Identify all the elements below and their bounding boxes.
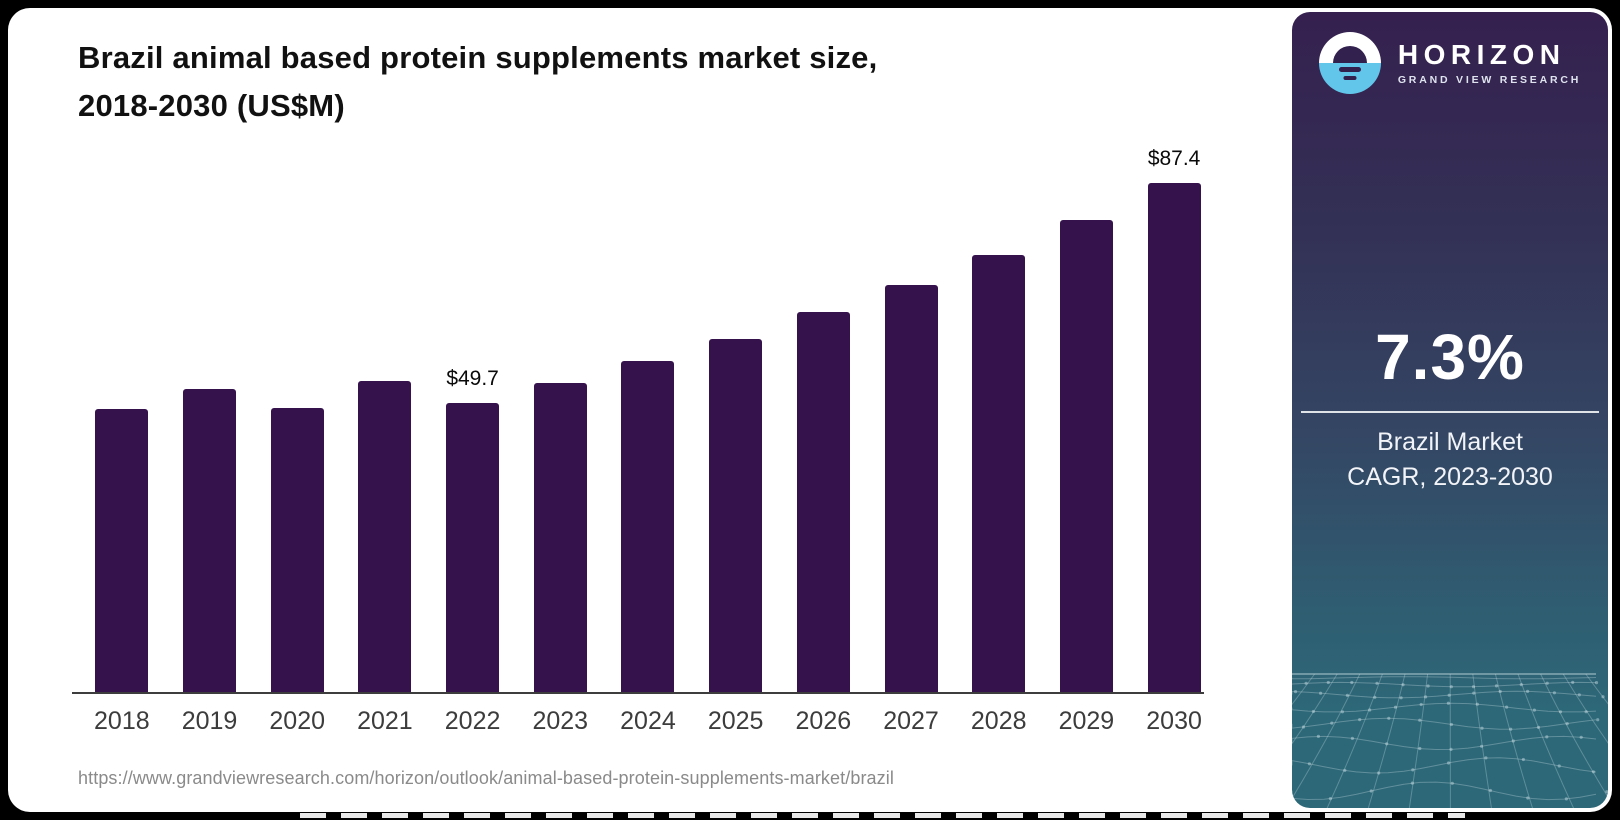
bar-column-2023: 2023: [516, 168, 604, 735]
bar-column-2025: 2025: [692, 168, 780, 735]
chart-title-line1: Brazil animal based protein supplements …: [78, 40, 878, 75]
sun-horizon-icon: [1318, 32, 1381, 94]
x-tick-2030: 2030: [1146, 707, 1202, 735]
bar-2022: [446, 403, 500, 693]
cagr-block: 7.3%: [1292, 320, 1608, 394]
value-label-2022: $49.7: [446, 366, 499, 390]
x-tick-2026: 2026: [795, 707, 852, 735]
bar-2030: [1147, 183, 1201, 693]
source-url: https://www.grandviewresearch.com/horizo…: [78, 768, 894, 788]
x-axis-line: [72, 692, 1204, 694]
bar-2026: [796, 312, 850, 693]
brand-subtitle: GRAND VIEW RESEARCH: [1397, 74, 1582, 86]
bar-2020: [270, 408, 324, 693]
bar-column-2021: 2021: [341, 168, 429, 735]
bar-column-2029: 2029: [1043, 168, 1131, 735]
bar-column-2020: 2020: [253, 168, 341, 735]
x-tick-2023: 2023: [532, 707, 589, 735]
value-label-2030: $87.4: [1147, 146, 1201, 170]
x-tick-2019: 2019: [181, 707, 238, 735]
bar-2027: [884, 285, 938, 693]
x-tick-2028: 2028: [970, 707, 1027, 735]
sidebar-panel: HORIZON GRAND VIEW RESEARCH 7.3% Brazil …: [1292, 12, 1608, 808]
x-tick-2018: 2018: [94, 707, 150, 735]
mesh-pattern: [1292, 673, 1608, 808]
x-tick-2024: 2024: [620, 707, 676, 735]
bottom-dashes-decoration: [300, 813, 1465, 818]
bar-column-2018: 2018: [78, 168, 166, 735]
x-tick-2025: 2025: [707, 707, 764, 735]
horizon-logo: HORIZON GRAND VIEW RESEARCH: [1292, 32, 1608, 94]
bar-2021: [358, 381, 412, 693]
x-tick-2027: 2027: [883, 707, 939, 735]
cagr-label-line2: CAGR, 2023-2030: [1347, 463, 1553, 491]
cagr-label-line1: Brazil Market: [1377, 428, 1523, 456]
brand-name: HORIZON: [1397, 39, 1566, 70]
bar-column-2026: 2026: [780, 168, 868, 735]
chart-title-line2: 2018-2030 (US$M): [78, 88, 345, 123]
x-tick-2021: 2021: [357, 707, 413, 735]
chart-title: Brazil animal based protein supplements …: [78, 34, 1098, 130]
bar-2018: [95, 409, 149, 693]
bar-chart: 2018 2019 2020 2021 $49.7 2022 2023 2024 2025 202…: [78, 147, 1218, 735]
x-tick-2029: 2029: [1058, 707, 1115, 735]
x-tick-2022: 2022: [444, 707, 501, 735]
bar-column-2028: 2028: [955, 168, 1043, 735]
bar-2024: [621, 361, 675, 693]
bar-column-2022: $49.7 2022: [429, 168, 517, 735]
cagr-value: 7.3%: [1375, 321, 1525, 393]
logo-wordmark: HORIZON GRAND VIEW RESEARCH: [1397, 39, 1582, 87]
cagr-label: Brazil Market CAGR, 2023-2030: [1292, 425, 1608, 495]
bar-column-2024: 2024: [604, 168, 692, 735]
cagr-divider: [1301, 411, 1599, 413]
chart-card: Brazil animal based protein supplements …: [8, 8, 1612, 812]
bar-2029: [1059, 220, 1113, 693]
x-tick-2020: 2020: [269, 707, 326, 735]
bar-column-2019: 2019: [166, 168, 254, 735]
bar-2025: [709, 339, 763, 693]
bar-2028: [972, 255, 1026, 693]
bar-column-2030: $87.4 2030: [1130, 147, 1218, 735]
bar-column-2027: 2027: [867, 168, 955, 735]
bar-2019: [183, 389, 237, 693]
bar-2023: [533, 383, 587, 693]
